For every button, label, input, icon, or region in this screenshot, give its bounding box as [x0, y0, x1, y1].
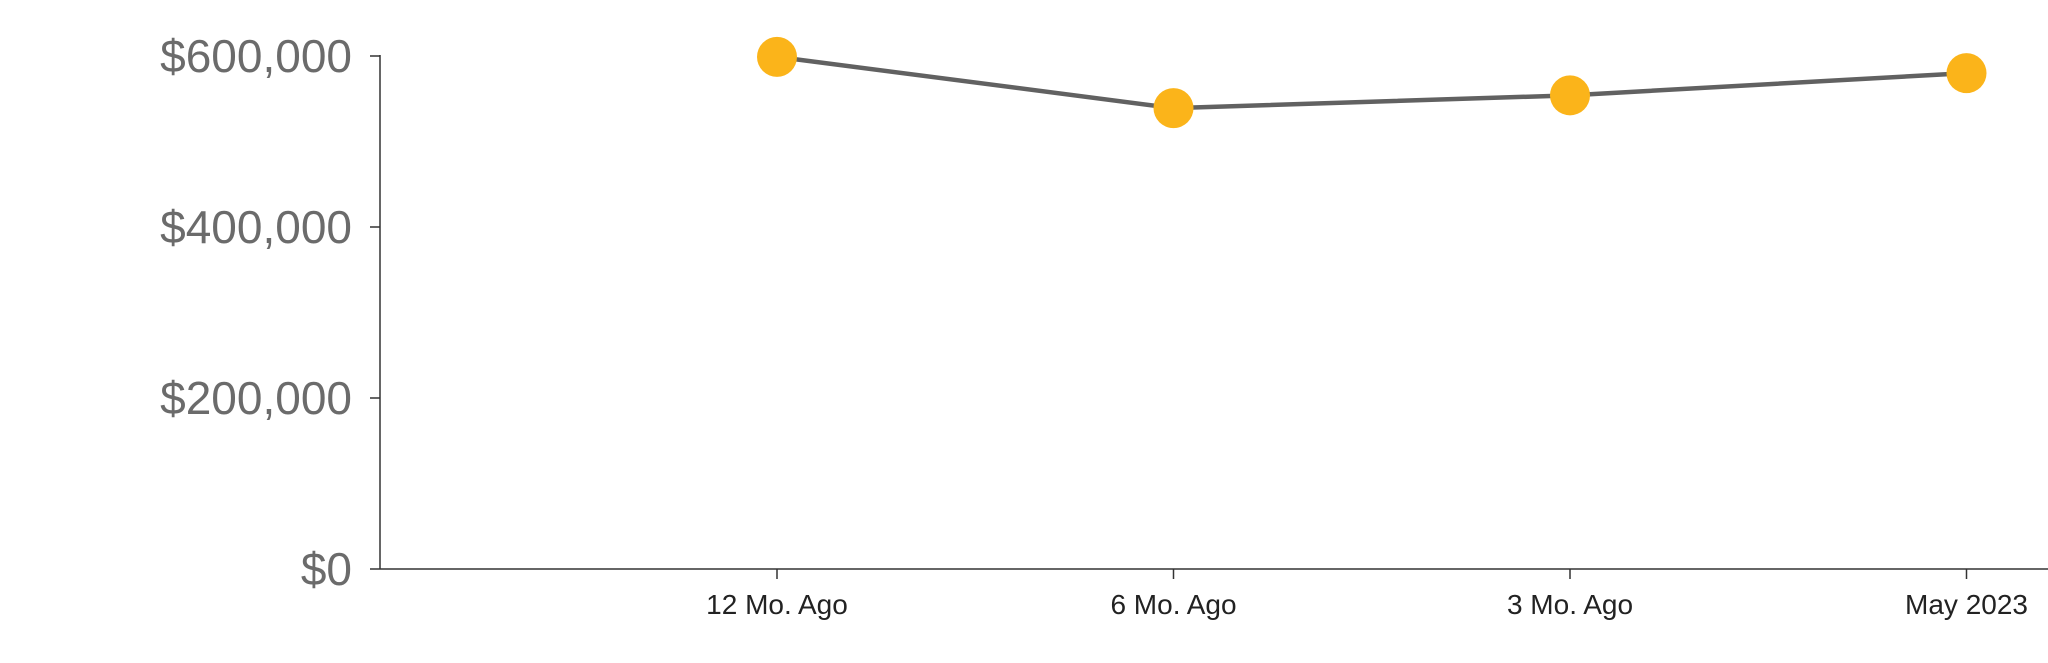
x-tick-label: 6 Mo. Ago — [1110, 589, 1236, 620]
y-tick-label: $600,000 — [160, 30, 352, 82]
data-point-marker[interactable] — [757, 36, 797, 77]
x-tick-label: May 2023 — [1905, 589, 2028, 620]
data-point-marker[interactable] — [1550, 75, 1590, 116]
x-tick-label: 3 Mo. Ago — [1507, 589, 1633, 620]
y-tick-label: $400,000 — [160, 201, 352, 253]
x-axis-ticks: 12 Mo. Ago 6 Mo. Ago 3 Mo. Ago May 2023 — [706, 569, 2028, 620]
data-point-marker[interactable] — [1153, 88, 1194, 129]
y-axis-ticks: $0 $200,000 $400,000 $600,000 — [160, 30, 380, 595]
x-tick-label: 12 Mo. Ago — [706, 589, 848, 620]
series-line — [776, 54, 1967, 111]
data-point-marker[interactable] — [1946, 53, 1987, 94]
series-group — [757, 36, 1987, 129]
y-tick-label: $200,000 — [160, 372, 352, 424]
y-tick-label: $0 — [301, 543, 352, 595]
